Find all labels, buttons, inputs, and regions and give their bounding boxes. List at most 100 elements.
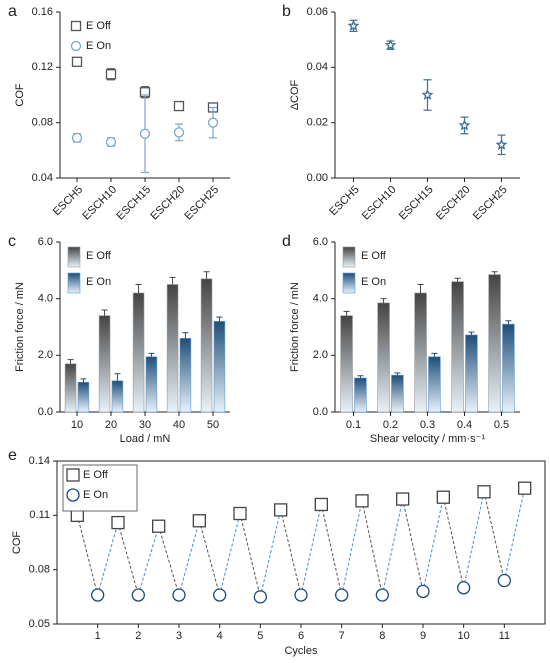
x-tick-label: 0.5 — [494, 419, 509, 431]
x-tick-label: 10 — [458, 630, 470, 642]
marker — [111, 515, 125, 530]
x-tick-label: ESCH10 — [80, 184, 119, 223]
y-tick-label: 2.0 — [38, 349, 53, 361]
marker — [375, 588, 389, 602]
bar — [414, 292, 427, 413]
x-tick-label: 30 — [139, 419, 151, 431]
x-tick-label: ESCH15 — [397, 184, 436, 223]
bar — [166, 284, 179, 413]
connector — [137, 526, 160, 596]
x-tick-label: 0.4 — [457, 419, 472, 431]
connector — [198, 520, 221, 596]
marker — [70, 20, 82, 32]
x-tick-label: ESCH25 — [471, 184, 510, 223]
bar — [132, 292, 145, 413]
marker — [70, 40, 82, 52]
x-tick-label: 0.1 — [346, 419, 361, 431]
y-axis-label: Friction force / mN — [14, 282, 26, 372]
bar — [77, 381, 90, 413]
x-tick-label: 7 — [339, 630, 345, 642]
marker — [457, 581, 471, 595]
connector — [178, 520, 200, 596]
bar — [179, 338, 192, 413]
x-axis-label: Cycles — [284, 645, 318, 657]
legend-swatch — [342, 246, 356, 268]
connector — [76, 515, 99, 596]
panel-label: d — [282, 233, 291, 250]
connector — [341, 500, 363, 596]
marker — [173, 100, 185, 112]
x-tick-label: 40 — [173, 419, 185, 431]
connector — [219, 513, 241, 596]
y-tick-label: 0.04 — [32, 172, 53, 184]
bar — [340, 315, 353, 413]
x-tick-label: 20 — [105, 419, 117, 431]
x-axis-label: Shear velocity / mm·s⁻¹ — [370, 433, 486, 445]
bar — [200, 278, 213, 413]
marker — [233, 506, 247, 521]
panel-label: c — [8, 233, 16, 250]
marker — [436, 490, 450, 504]
bar — [111, 380, 124, 413]
legend-swatch — [67, 272, 81, 294]
marker — [213, 588, 227, 602]
connector — [239, 513, 261, 597]
y-tick-label: 4.0 — [38, 293, 53, 305]
connector — [320, 504, 343, 596]
marker — [421, 88, 434, 100]
legend-swatch — [342, 272, 356, 294]
marker — [314, 497, 328, 512]
connector — [97, 522, 119, 596]
bar — [428, 356, 441, 413]
y-tick-label: 0.00 — [307, 172, 328, 184]
panel-label: a — [8, 3, 17, 20]
marker — [355, 494, 369, 508]
y-axis-label: Friction force / mN — [289, 282, 301, 372]
x-tick-label: ESCH5 — [327, 184, 361, 218]
marker — [294, 588, 308, 602]
x-tick-label: 4 — [217, 630, 223, 642]
y-tick-label: 0.06 — [307, 6, 328, 18]
y-tick-label: 0.16 — [32, 6, 53, 18]
x-axis-label: Load / mN — [120, 433, 171, 445]
panel-label: e — [8, 447, 17, 464]
marker — [477, 485, 491, 499]
marker — [518, 481, 532, 495]
y-tick-label: 0.12 — [32, 61, 53, 73]
bar — [354, 377, 367, 413]
connector — [422, 497, 444, 592]
x-tick-label: 10 — [71, 419, 83, 431]
marker — [71, 56, 83, 67]
marker — [396, 492, 410, 506]
marker — [335, 588, 349, 602]
panel-label: b — [282, 3, 291, 20]
legend-label: E On — [86, 40, 111, 52]
x-tick-label: 3 — [176, 630, 182, 642]
marker — [384, 39, 397, 51]
y-tick-label: 0.0 — [313, 406, 328, 418]
y-tick-label: 0.08 — [29, 564, 50, 576]
x-tick-label: ESCH20 — [434, 184, 473, 223]
marker — [152, 519, 166, 533]
connector — [280, 509, 302, 596]
marker — [105, 69, 117, 80]
connector — [361, 500, 383, 596]
y-tick-label: 0.04 — [307, 61, 328, 73]
connector — [381, 498, 404, 596]
legend-label: E On — [83, 489, 108, 501]
x-tick-label: 1 — [95, 630, 101, 642]
y-tick-label: 0.0 — [38, 406, 53, 418]
bar — [488, 274, 501, 413]
legend-label: E Off — [86, 250, 112, 262]
bar — [64, 363, 77, 413]
bar — [98, 315, 111, 413]
marker — [253, 590, 267, 604]
y-axis-label: COF — [11, 531, 23, 555]
y-axis-label: ΔCOF — [289, 79, 301, 110]
connector — [158, 526, 180, 596]
marker — [139, 128, 151, 139]
connector — [402, 498, 424, 592]
x-tick-label: 8 — [379, 630, 385, 642]
x-tick-label: 9 — [420, 630, 426, 642]
